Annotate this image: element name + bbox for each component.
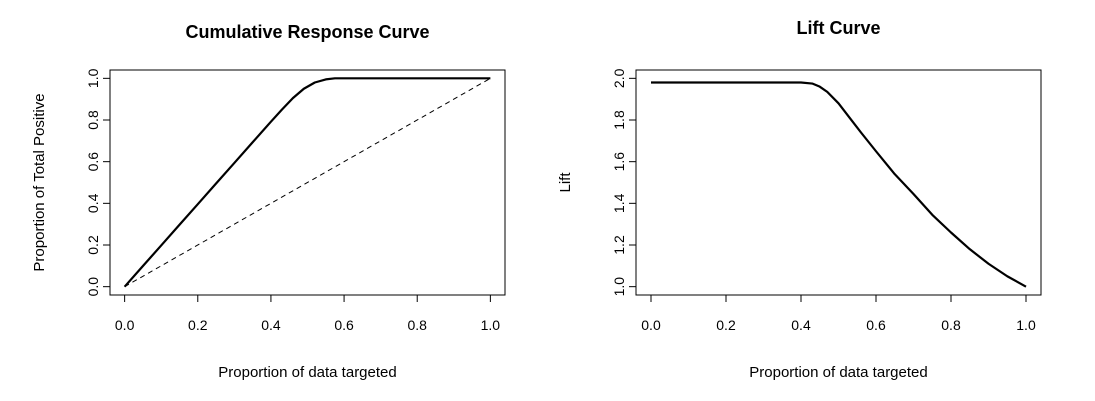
x-axis-title: Proportion of data targeted bbox=[749, 364, 927, 381]
x-tick-label: 0.2 bbox=[188, 317, 208, 333]
x-tick-label: 0.6 bbox=[866, 317, 886, 333]
plot-frame bbox=[635, 69, 1042, 296]
x-tick-label: 0.6 bbox=[334, 317, 354, 333]
cumulative-response-panel: Cumulative Response Curve 0.0 0.2 0.4 0.6 0.8… bbox=[31, 22, 506, 381]
y-tick-label: 0.6 bbox=[85, 152, 101, 172]
y-tick-label: 1.0 bbox=[85, 68, 101, 88]
y-tick-label: 0.2 bbox=[85, 235, 101, 255]
cumulative-response-line bbox=[123, 77, 491, 288]
y-tick-label: 1.0 bbox=[611, 277, 627, 297]
y-tick-label: 0.4 bbox=[85, 193, 101, 213]
x-tick-label: 0.0 bbox=[641, 317, 661, 333]
y-tick-label: 1.4 bbox=[611, 193, 627, 213]
lift-line bbox=[651, 81, 1027, 288]
chart-title: Lift Curve bbox=[796, 18, 880, 38]
lift-curve-panel: Lift Curve 0.0 0.2 0.4 0.6 0.8 1.0 1.0 1.2 1.4 1.6… bbox=[557, 18, 1042, 381]
x-tick-label: 0.8 bbox=[407, 317, 427, 333]
y-tick-label: 0.0 bbox=[85, 277, 101, 297]
x-tick-label: 0.8 bbox=[941, 317, 961, 333]
y-tick-label: 1.8 bbox=[611, 110, 627, 130]
plot-frame bbox=[109, 69, 506, 296]
x-tick-label: 0.2 bbox=[716, 317, 736, 333]
random-baseline-line bbox=[124, 77, 491, 288]
y-tick-label: 2.0 bbox=[611, 68, 627, 88]
x-tick-label: 1.0 bbox=[481, 317, 501, 333]
y-tick-label: 1.2 bbox=[611, 235, 627, 255]
x-tick-label: 0.0 bbox=[115, 317, 135, 333]
x-tick-label: 0.4 bbox=[261, 317, 281, 333]
y-tick-label: 0.8 bbox=[85, 110, 101, 130]
x-tick-label: 1.0 bbox=[1016, 317, 1036, 333]
y-axis-title: Lift bbox=[557, 172, 574, 193]
x-tick-label: 0.4 bbox=[791, 317, 811, 333]
chart-title: Cumulative Response Curve bbox=[185, 22, 429, 42]
y-tick-label: 1.6 bbox=[611, 152, 627, 172]
x-axis-title: Proportion of data targeted bbox=[218, 364, 396, 381]
y-axis-title: Proportion of Total Positive bbox=[31, 93, 48, 271]
